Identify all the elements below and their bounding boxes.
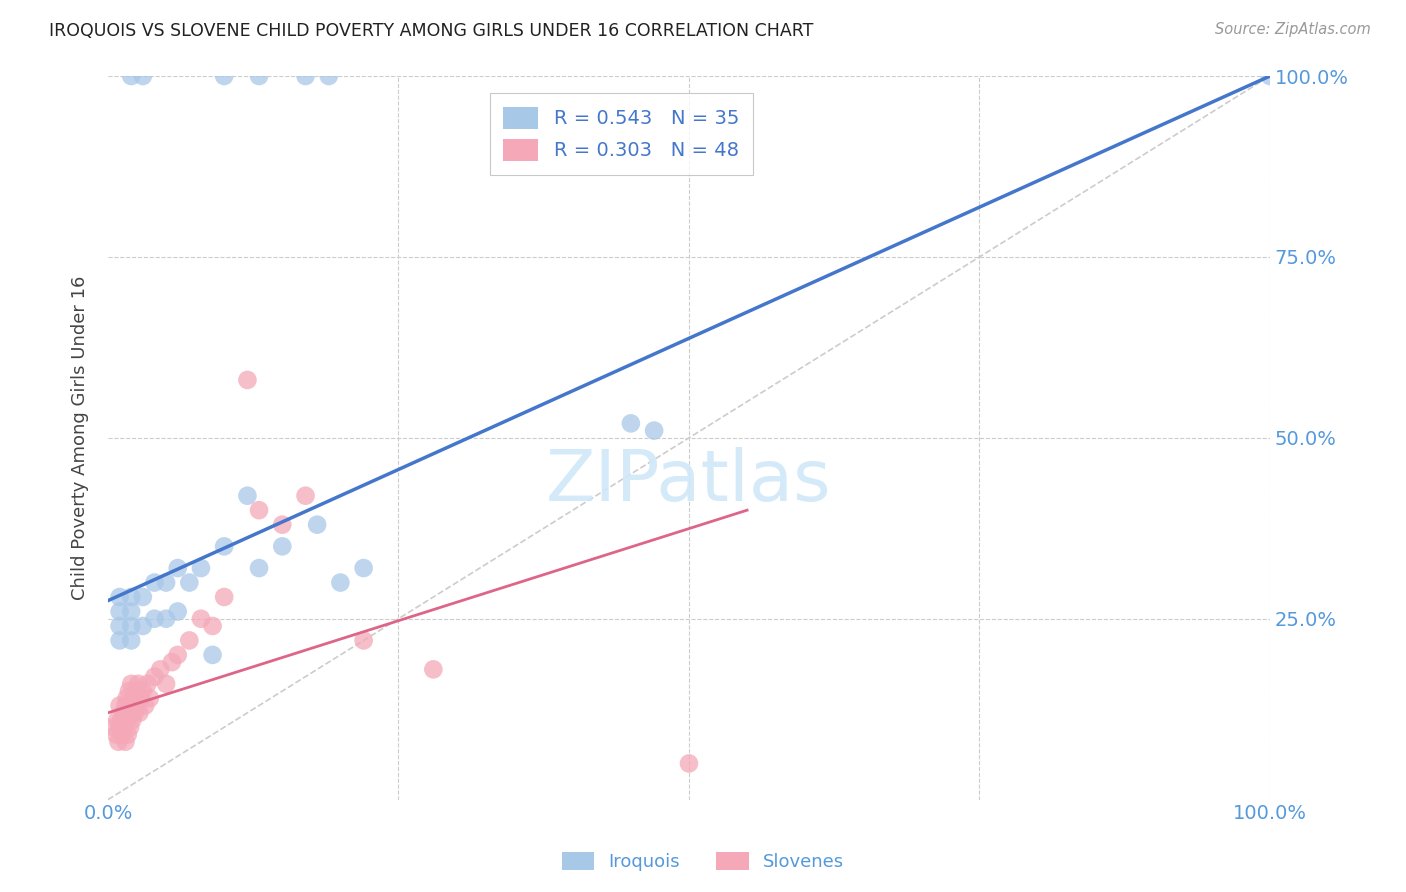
Point (155, 612, 177, 626)
Point (132, 684, 155, 698)
Point (112, 720, 135, 734)
Point (122, 691, 145, 706)
Point (353, 633, 375, 648)
Legend: R = 0.543   N = 35, R = 0.303   N = 48: R = 0.543 N = 35, R = 0.303 N = 48 (489, 93, 752, 175)
Point (128, 706, 150, 720)
Point (129, 691, 152, 706)
Point (117, 727, 139, 741)
Point (120, 590, 142, 604)
Point (108, 619, 131, 633)
Point (271, 517, 294, 532)
Point (120, 720, 142, 734)
Point (643, 424, 665, 438)
Text: ZIPatlas: ZIPatlas (546, 447, 832, 516)
Point (212, 540, 235, 554)
Point (201, 648, 224, 662)
Point (108, 605, 131, 619)
Point (247, 69, 270, 83)
Point (166, 561, 188, 575)
Point (120, 633, 142, 648)
Point (110, 713, 132, 727)
Point (307, 517, 329, 532)
Point (115, 713, 138, 727)
Point (271, 540, 294, 554)
Point (132, 619, 155, 633)
Point (201, 619, 224, 633)
Point (105, 727, 128, 741)
Point (179, 633, 201, 648)
Point (179, 575, 201, 590)
Point (166, 605, 188, 619)
Point (294, 489, 316, 503)
Point (118, 706, 141, 720)
Point (166, 648, 188, 662)
Point (620, 417, 643, 431)
Point (155, 677, 177, 691)
Point (132, 69, 155, 83)
Point (247, 503, 270, 517)
Point (190, 561, 212, 575)
Point (111, 727, 134, 741)
Point (353, 561, 375, 575)
Point (121, 713, 143, 727)
Point (1258, 69, 1281, 83)
Text: IROQUOIS VS SLOVENE CHILD POVERTY AMONG GIRLS UNDER 16 CORRELATION CHART: IROQUOIS VS SLOVENE CHILD POVERTY AMONG … (49, 22, 814, 40)
Point (236, 373, 259, 387)
Point (139, 691, 162, 706)
Point (105, 713, 128, 727)
Point (149, 662, 172, 676)
Y-axis label: Child Poverty Among Girls Under 16: Child Poverty Among Girls Under 16 (72, 276, 89, 600)
Point (143, 612, 166, 626)
Point (422, 662, 444, 676)
Point (103, 720, 125, 734)
Point (108, 720, 131, 734)
Point (120, 677, 142, 691)
Point (108, 698, 131, 713)
Point (318, 69, 340, 83)
Point (136, 677, 159, 691)
Point (125, 684, 148, 698)
Point (124, 706, 146, 720)
Point (107, 735, 129, 749)
Point (120, 619, 142, 633)
Point (329, 575, 352, 590)
Point (112, 706, 135, 720)
Point (108, 590, 131, 604)
Point (120, 69, 142, 83)
Point (236, 489, 259, 503)
Point (155, 575, 177, 590)
Point (125, 698, 148, 713)
Point (114, 698, 136, 713)
Point (678, 756, 700, 771)
Point (247, 561, 270, 575)
Point (132, 590, 155, 604)
Point (190, 612, 212, 626)
Point (118, 684, 141, 698)
Point (114, 735, 136, 749)
Point (160, 655, 183, 669)
Point (143, 575, 166, 590)
Point (143, 670, 166, 684)
Point (120, 605, 142, 619)
Point (294, 69, 316, 83)
Point (127, 677, 149, 691)
Legend: Iroquois, Slovenes: Iroquois, Slovenes (554, 845, 852, 879)
Point (120, 698, 142, 713)
Point (212, 590, 235, 604)
Point (134, 698, 156, 713)
Point (212, 69, 235, 83)
Point (108, 633, 131, 648)
Point (115, 691, 138, 706)
Text: Source: ZipAtlas.com: Source: ZipAtlas.com (1215, 22, 1371, 37)
